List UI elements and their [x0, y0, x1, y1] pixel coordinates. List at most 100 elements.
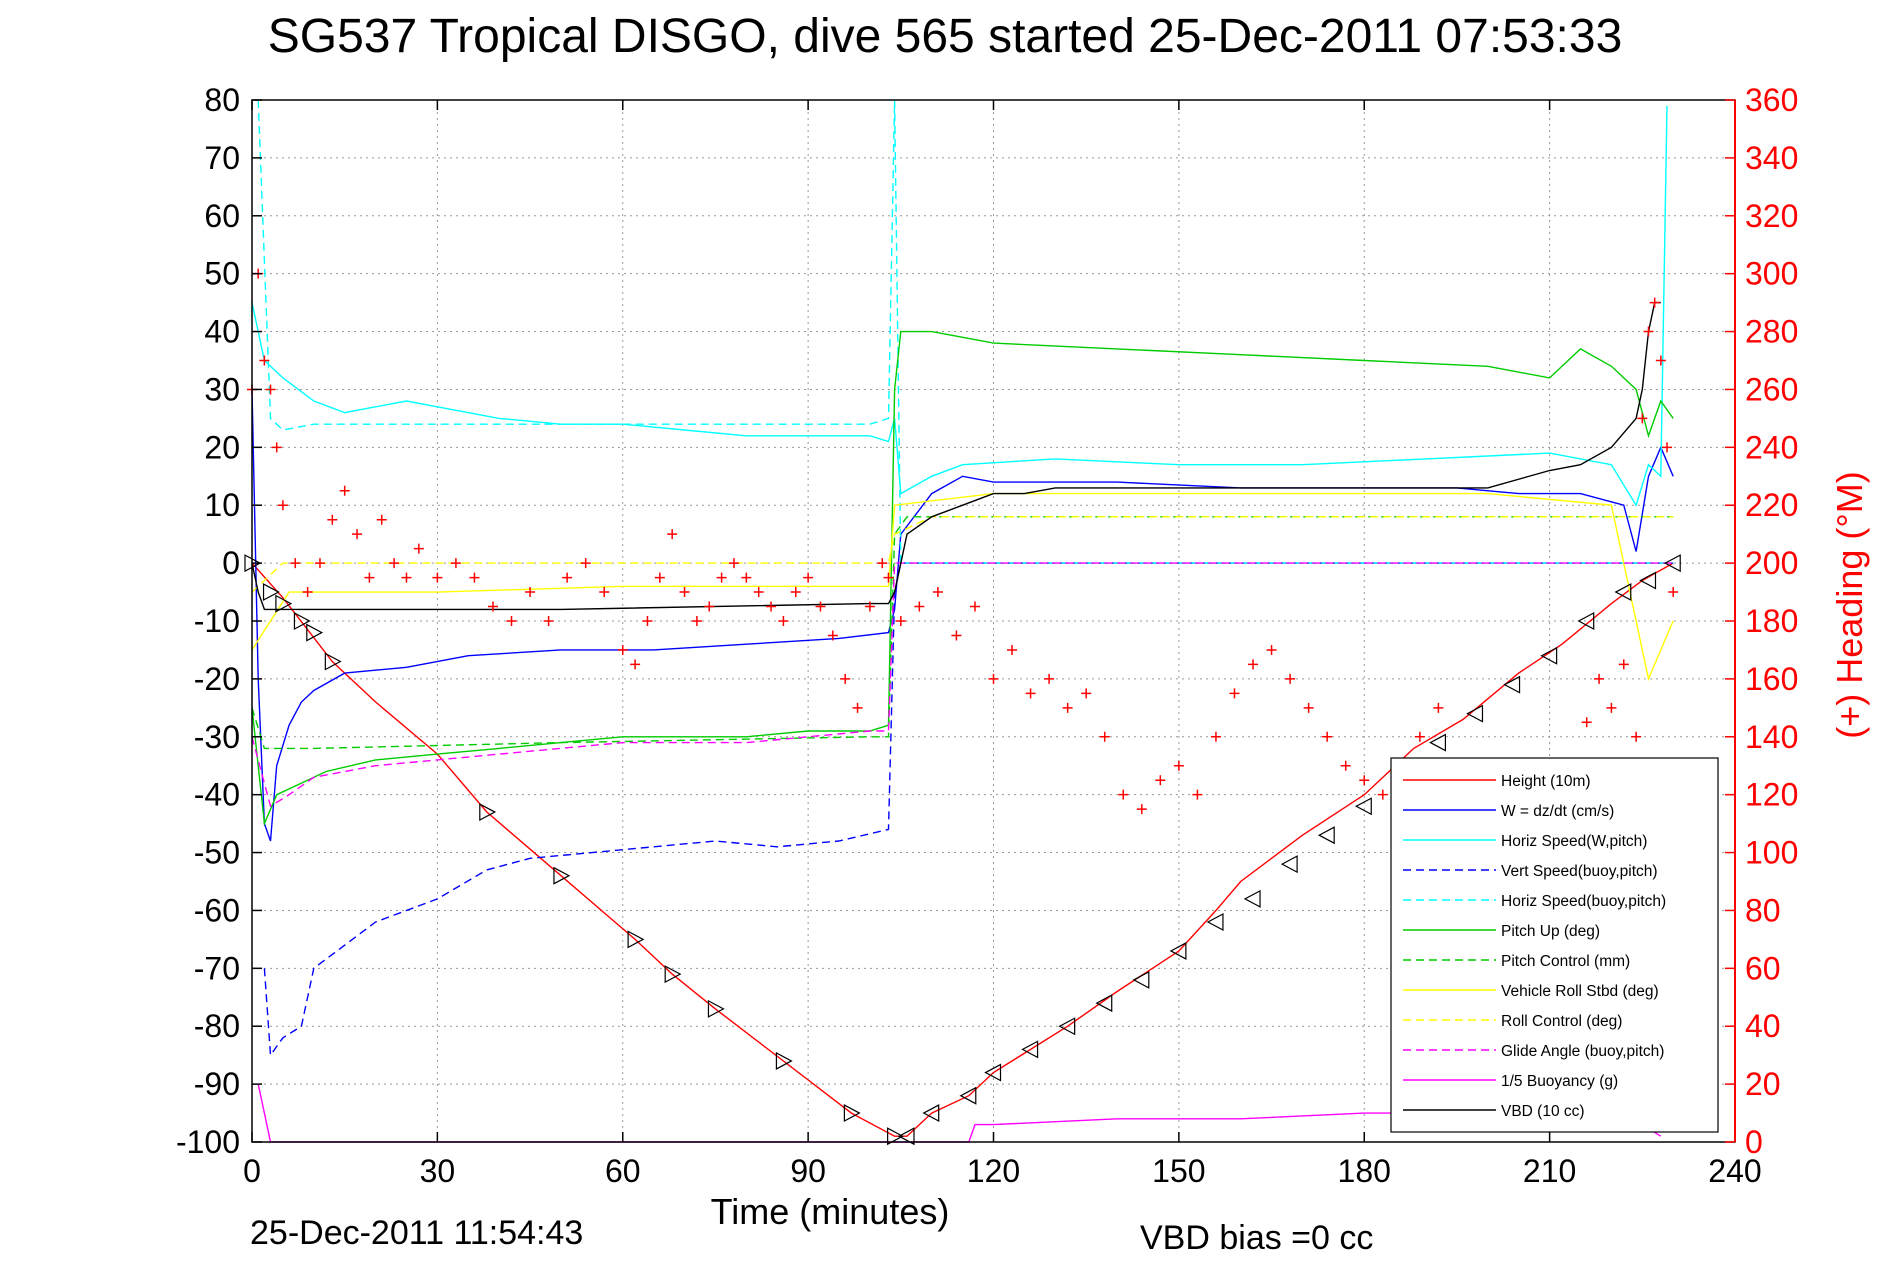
vehicle-marker-31 — [1503, 675, 1521, 694]
series-line-height — [251, 562, 1674, 1137]
y-tick-label-4: 40 — [204, 314, 240, 350]
heading-point-90 — [1618, 659, 1629, 670]
legend-label-buoyancy: 1/5 Buoyancy (g) — [1501, 1073, 1618, 1090]
heading-point-58 — [1044, 673, 1055, 684]
heading-point-30 — [654, 572, 665, 583]
heading-point-14 — [389, 558, 400, 569]
y2-tick-label-8: 200 — [1745, 545, 1798, 581]
series-line-horiz_w — [251, 105, 1668, 507]
vehicle-marker-7 — [553, 866, 571, 885]
legend-label-glide_angle: Glide Angle (buoy,pitch) — [1501, 1043, 1664, 1060]
y-tick-label-11: -30 — [194, 719, 240, 755]
heading-point-19 — [469, 572, 480, 583]
vehicle-marker-11 — [775, 1051, 793, 1070]
x-tick-label-8: 240 — [1708, 1153, 1761, 1189]
grid — [252, 100, 1735, 1142]
heading-point-38 — [753, 587, 764, 598]
y2-tick-label-2: 320 — [1745, 198, 1798, 234]
heading-point-87 — [1581, 717, 1592, 728]
series-line-glide_angle — [251, 562, 1674, 808]
y2-tick-label-16: 40 — [1745, 1008, 1781, 1044]
heading-point-37 — [741, 572, 752, 583]
vehicle-marker-33 — [1577, 612, 1595, 630]
legend: Height (10m) W = dz/dt (cm/s) Horiz Speed(… — [1390, 757, 1719, 1133]
y2-tick-label-1: 340 — [1745, 140, 1798, 176]
heading-point-69 — [1248, 659, 1259, 670]
heading-point-65 — [1173, 760, 1184, 771]
y2-axis-label: (+) Heading (°M) — [1829, 471, 1870, 738]
heading-point-8 — [314, 558, 325, 569]
vehicle-marker-5 — [324, 652, 342, 671]
heading-point-54 — [969, 601, 980, 612]
legend-label-horiz_w: Horiz Speed(W,pitch) — [1501, 833, 1647, 850]
heading-point-28 — [630, 659, 641, 670]
heading-point-74 — [1340, 760, 1351, 771]
legend-label-w: W = dz/dt (cm/s) — [1501, 803, 1614, 820]
vehicle-marker-2 — [275, 594, 293, 613]
heading-point-27 — [617, 644, 628, 655]
heading-point-4 — [271, 442, 282, 453]
heading-point-96 — [1662, 442, 1673, 453]
heading-point-70 — [1266, 644, 1277, 655]
heading-point-23 — [543, 616, 554, 626]
vehicle-marker-4 — [306, 623, 324, 642]
heading-point-92 — [1637, 413, 1648, 424]
x-tick-label-2: 60 — [605, 1153, 641, 1189]
heading-point-11 — [352, 529, 363, 540]
heading-point-5 — [277, 500, 288, 511]
y2-tick-label-0: 360 — [1745, 82, 1798, 118]
vehicle-marker-13 — [887, 1127, 904, 1146]
vehicle-marker-24 — [1243, 889, 1261, 908]
vehicle-marker-34 — [1614, 583, 1632, 602]
y-tick-label-6: 20 — [204, 429, 240, 465]
y-tick-label-0: 80 — [204, 82, 240, 118]
heading-point-75 — [1359, 775, 1370, 786]
heading-point-73 — [1322, 731, 1333, 742]
heading-point-88 — [1594, 673, 1605, 684]
heading-point-33 — [691, 616, 702, 626]
heading-point-50 — [895, 616, 906, 626]
heading-point-20 — [487, 601, 498, 612]
y2-tick-label-6: 240 — [1745, 429, 1798, 465]
vehicle-marker-35 — [1639, 571, 1657, 590]
y-tick-label-12: -40 — [194, 777, 240, 813]
heading-point-78 — [1414, 731, 1425, 742]
vehicle-marker-14 — [897, 1127, 915, 1146]
marker-layer — [244, 554, 1681, 1146]
y-tick-label-14: -60 — [194, 892, 240, 928]
y-axis-right: 3603403203002802602402202001801601401201… — [1725, 82, 1798, 1160]
y2-tick-label-13: 100 — [1745, 835, 1798, 871]
vehicle-marker-29 — [1429, 733, 1446, 752]
vehicle-marker-23 — [1206, 913, 1224, 932]
heading-point-89 — [1606, 702, 1617, 713]
x-tick-label-6: 180 — [1338, 1153, 1391, 1189]
vehicle-marker-27 — [1354, 797, 1372, 816]
y2-tick-label-9: 180 — [1745, 603, 1798, 639]
heading-point-56 — [1007, 644, 1018, 655]
vehicle-marker-6 — [479, 803, 497, 822]
y-tick-label-1: 70 — [204, 140, 240, 176]
y-tick-label-5: 30 — [204, 371, 240, 407]
heading-point-59 — [1062, 702, 1073, 713]
legend-label-horiz_buoy: Horiz Speed(buoy,pitch) — [1501, 893, 1666, 910]
y-axis-left: 80 70 60 50 40 30 20 10 0 -10 -20 -30 -40 -50 -60 -70 -8… — [176, 82, 262, 1160]
footer-vbd-bias: VBD bias =0 cc — [1140, 1219, 1373, 1257]
heading-point-35 — [716, 572, 727, 583]
heading-point-55 — [988, 673, 999, 684]
vehicle-marker-36 — [1663, 554, 1681, 573]
y-tick-label-10: -20 — [194, 661, 240, 697]
heading-point-71 — [1285, 673, 1296, 684]
series-line-roll — [251, 492, 1674, 682]
heading-point-62 — [1118, 789, 1129, 800]
heading-point-13 — [376, 514, 387, 525]
heading-point-26 — [599, 587, 610, 598]
heading-point-43 — [815, 601, 826, 612]
vehicle-marker-12 — [843, 1104, 861, 1123]
vehicle-marker-15 — [922, 1104, 940, 1123]
chart-title: SG537 Tropical DISGO, dive 565 started 2… — [268, 10, 1623, 63]
y2-tick-label-17: 20 — [1745, 1066, 1781, 1102]
heading-point-31 — [667, 529, 678, 540]
series-line-vbd — [251, 301, 1661, 611]
legend-box — [1390, 757, 1719, 1133]
vehicle-marker-21 — [1132, 970, 1150, 989]
